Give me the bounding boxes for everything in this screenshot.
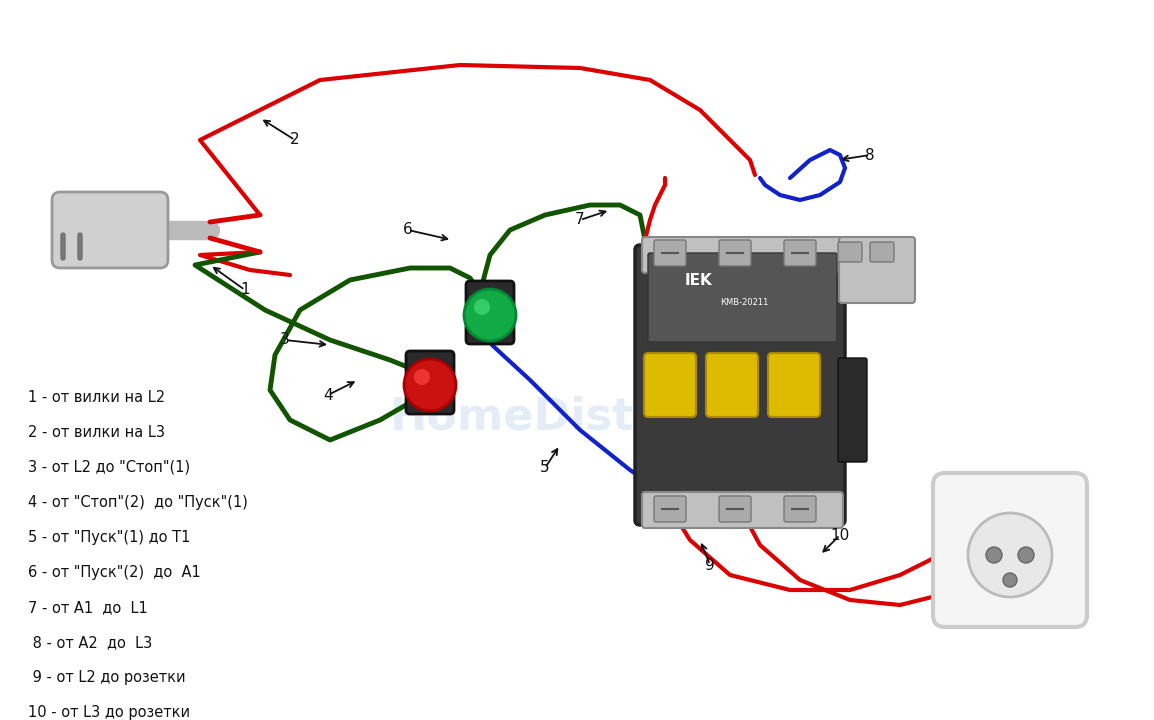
FancyBboxPatch shape	[769, 353, 820, 417]
FancyBboxPatch shape	[838, 358, 867, 462]
FancyBboxPatch shape	[644, 353, 696, 417]
Text: 8 - от А2  до  L3: 8 - от А2 до L3	[28, 635, 152, 650]
FancyBboxPatch shape	[706, 353, 758, 417]
Text: HomeDist: HomeDist	[390, 396, 635, 439]
FancyBboxPatch shape	[784, 240, 816, 266]
Text: 6: 6	[403, 222, 413, 238]
FancyBboxPatch shape	[784, 496, 816, 522]
Circle shape	[986, 547, 1002, 563]
Text: 5: 5	[540, 461, 549, 475]
Text: КМВ-20211: КМВ-20211	[720, 298, 769, 307]
FancyBboxPatch shape	[466, 281, 514, 344]
FancyBboxPatch shape	[654, 496, 685, 522]
Text: 10: 10	[831, 528, 849, 542]
Circle shape	[968, 513, 1052, 597]
FancyBboxPatch shape	[406, 351, 454, 414]
FancyBboxPatch shape	[870, 242, 894, 262]
Circle shape	[404, 359, 456, 411]
Text: 1: 1	[240, 282, 249, 297]
Text: 9 - от L2 до розетки: 9 - от L2 до розетки	[28, 670, 186, 685]
FancyBboxPatch shape	[654, 240, 685, 266]
Text: 1 - от вилки на L2: 1 - от вилки на L2	[28, 390, 165, 405]
FancyBboxPatch shape	[635, 245, 845, 525]
FancyBboxPatch shape	[932, 473, 1087, 627]
Circle shape	[464, 289, 516, 341]
FancyBboxPatch shape	[839, 237, 915, 303]
Text: 7 - от А1  до  L1: 7 - от А1 до L1	[28, 600, 148, 615]
FancyBboxPatch shape	[642, 237, 844, 273]
FancyBboxPatch shape	[838, 242, 862, 262]
Text: 4: 4	[323, 387, 332, 402]
Circle shape	[1018, 547, 1034, 563]
Circle shape	[474, 299, 490, 315]
FancyBboxPatch shape	[52, 192, 168, 268]
Circle shape	[414, 369, 430, 385]
Text: 2 - от вилки на L3: 2 - от вилки на L3	[28, 425, 165, 440]
Text: 8: 8	[866, 148, 875, 163]
FancyBboxPatch shape	[649, 253, 837, 342]
Text: 4 - от "Стоп"(2)  до "Пуск"(1): 4 - от "Стоп"(2) до "Пуск"(1)	[28, 495, 248, 510]
Text: IEK: IEK	[685, 273, 713, 288]
FancyBboxPatch shape	[642, 492, 844, 528]
Text: 7: 7	[575, 212, 585, 228]
Circle shape	[1003, 573, 1017, 587]
Text: 6 - от "Пуск"(2)  до  А1: 6 - от "Пуск"(2) до А1	[28, 565, 201, 580]
Text: 9: 9	[705, 557, 714, 572]
Text: 2: 2	[290, 132, 300, 148]
Text: 5 - от "Пуск"(1) до Т1: 5 - от "Пуск"(1) до Т1	[28, 530, 190, 545]
FancyBboxPatch shape	[719, 496, 751, 522]
Text: 10 - от L3 до розетки: 10 - от L3 до розетки	[28, 705, 190, 720]
Text: 3: 3	[280, 333, 290, 348]
FancyBboxPatch shape	[719, 240, 751, 266]
Text: 3 - от L2 до "Стоп"(1): 3 - от L2 до "Стоп"(1)	[28, 460, 190, 475]
